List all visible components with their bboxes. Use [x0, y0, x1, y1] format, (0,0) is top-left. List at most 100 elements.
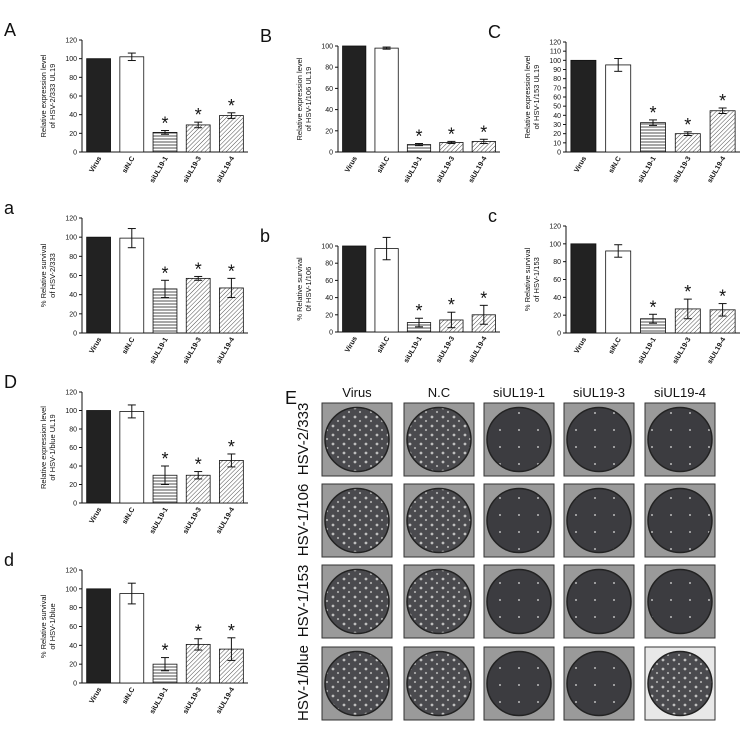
- y-tick-label: 60: [69, 273, 77, 280]
- y-tick-label: 20: [69, 311, 77, 318]
- bar: [605, 250, 632, 334]
- y-axis-label: of HSV-2/333: [48, 253, 57, 298]
- y-axis-label: % Relative survival: [523, 247, 532, 311]
- bar: [86, 588, 111, 684]
- x-tick-label: siUL19-4: [468, 155, 489, 184]
- error-bar: [194, 121, 203, 129]
- bar: [570, 243, 597, 334]
- y-tick-label: 0: [557, 331, 561, 338]
- plaque-well: [566, 406, 632, 473]
- y-tick-label: 30: [553, 122, 561, 129]
- y-tick-label: 0: [73, 331, 77, 338]
- error-bar: [127, 404, 136, 419]
- y-tick-label: 40: [69, 464, 77, 471]
- error-bar: [649, 313, 657, 324]
- column-header: Virus: [342, 385, 372, 400]
- y-axis-label: Relative expression level: [295, 57, 304, 140]
- error-bar: [382, 236, 391, 261]
- error-bar: [447, 140, 456, 145]
- bar: [185, 124, 211, 153]
- x-tick-label: Virus: [573, 336, 588, 355]
- y-tick-label: 120: [549, 40, 561, 47]
- y-axis-label: of HSV-1/blue: [48, 603, 57, 649]
- x-tick-label: siUL19-4: [468, 335, 489, 364]
- error-bar: [194, 275, 203, 281]
- x-tick-label: Virus: [89, 686, 104, 705]
- x-tick-label: siN.C: [122, 156, 137, 175]
- bar: [152, 131, 178, 153]
- x-tick-label: Virus: [344, 155, 359, 174]
- y-axis-label: 0f HSV-1/106: [304, 267, 313, 312]
- y-tick-label: 20: [325, 128, 333, 135]
- y-tick-label: 60: [69, 445, 77, 452]
- row-header: HSV-1/blue: [295, 645, 312, 721]
- significance: *: [228, 437, 235, 457]
- row-header: HSV-2/333: [295, 403, 312, 476]
- error-bar: [382, 46, 391, 50]
- x-tick-label: siUL19-4: [215, 686, 236, 715]
- bar: [342, 45, 367, 153]
- panel-letter: E: [285, 388, 297, 408]
- significance: *: [480, 122, 487, 142]
- y-tick-label: 100: [321, 44, 333, 51]
- x-tick-label: siUL19-3: [182, 155, 203, 184]
- y-tick-label: 0: [73, 681, 77, 688]
- bar: [674, 133, 701, 153]
- y-tick-label: 120: [65, 216, 77, 223]
- y-tick-label: 70: [553, 85, 561, 92]
- significance: *: [684, 115, 691, 135]
- x-tick-label: siUL19-1: [149, 336, 170, 365]
- x-tick-label: siUL19-4: [707, 336, 728, 365]
- y-tick-label: 90: [553, 67, 561, 74]
- error-bar: [415, 143, 423, 147]
- plaque-well: [566, 568, 632, 635]
- significance: *: [719, 287, 726, 307]
- x-tick-label: siUL19-1: [149, 686, 170, 715]
- x-tick-label: Virus: [344, 335, 359, 354]
- error-bar: [127, 228, 136, 249]
- significance: *: [161, 114, 168, 134]
- y-axis-label: Relative expression level: [39, 406, 48, 489]
- x-tick-label: siUL19-3: [672, 155, 693, 184]
- y-tick-label: 100: [549, 241, 561, 248]
- bar: [374, 47, 399, 153]
- x-tick-label: siN.C: [608, 337, 623, 356]
- y-axis-label: % Relative survival: [39, 594, 48, 658]
- x-tick-label: Virus: [89, 506, 104, 525]
- error-bar: [127, 582, 136, 605]
- x-tick-label: siN.C: [376, 156, 391, 175]
- plaque-well: [406, 406, 472, 473]
- y-tick-label: 80: [553, 259, 561, 266]
- significance: *: [161, 641, 168, 661]
- y-tick-label: 0: [329, 150, 333, 157]
- x-tick-label: siUL19-1: [149, 506, 170, 535]
- column-header: siUL19-1: [493, 385, 545, 400]
- error-bar: [718, 303, 727, 317]
- x-tick-label: siUL19-4: [215, 155, 236, 184]
- y-tick-label: 100: [65, 586, 77, 593]
- plaque-well: [324, 650, 390, 717]
- bar: [119, 411, 145, 504]
- y-tick-label: 40: [553, 295, 561, 302]
- error-bar: [227, 453, 236, 468]
- x-tick-label: siUL19-3: [435, 335, 456, 364]
- x-tick-label: siUL19-1: [637, 155, 658, 184]
- y-tick-label: 40: [69, 292, 77, 299]
- y-tick-label: 80: [69, 254, 77, 261]
- bar: [119, 56, 145, 153]
- bar: [185, 277, 211, 334]
- bar: [86, 58, 111, 153]
- error-bar: [718, 107, 727, 114]
- panel-letter: a: [4, 198, 15, 218]
- significance: *: [684, 282, 691, 302]
- plaque-well: [486, 406, 552, 473]
- panel-letter: b: [260, 226, 270, 246]
- panel-letter: d: [4, 550, 14, 570]
- y-tick-label: 20: [69, 482, 77, 489]
- significance: *: [161, 449, 168, 469]
- y-tick-label: 20: [69, 662, 77, 669]
- bar: [119, 237, 145, 334]
- bar: [119, 593, 145, 684]
- x-tick-label: Virus: [573, 155, 588, 174]
